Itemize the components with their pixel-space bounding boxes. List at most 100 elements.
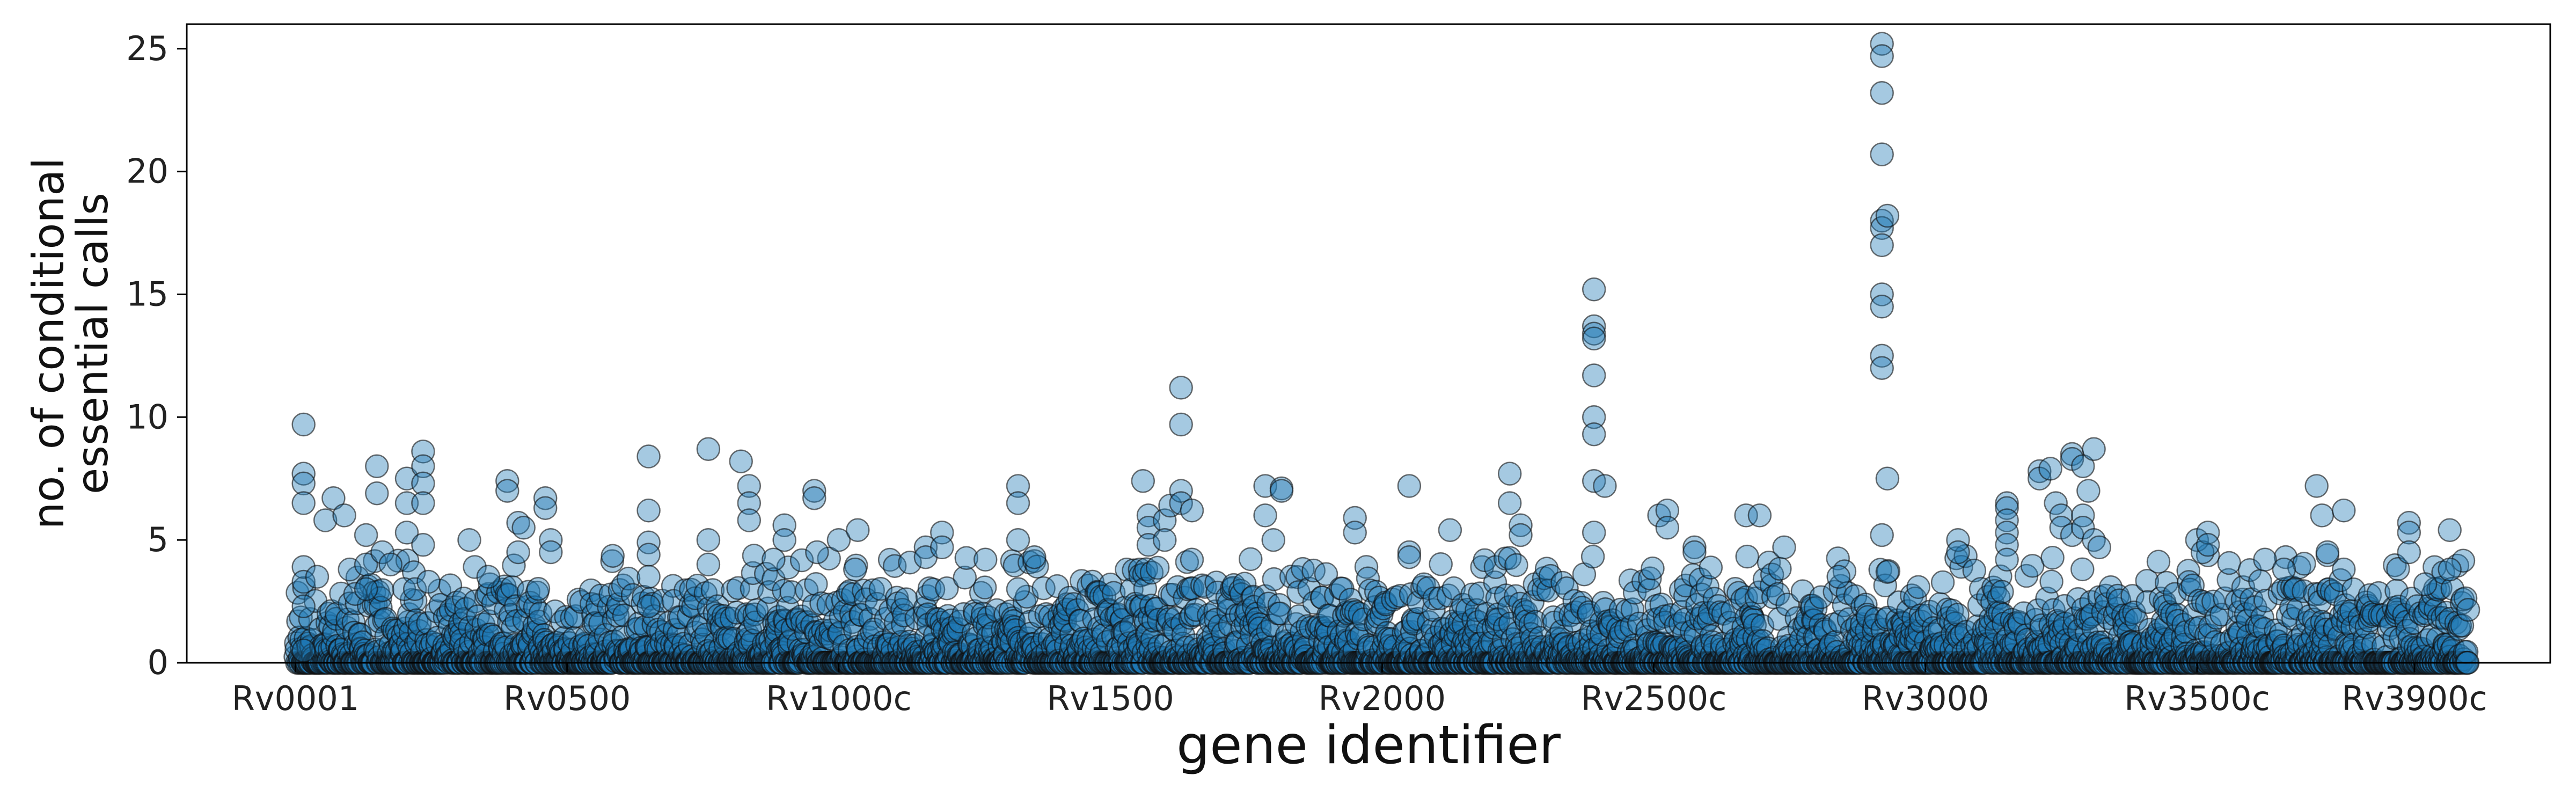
x-tick-label: Rv3000: [1862, 679, 1989, 718]
data-point: [1870, 356, 1894, 380]
data-point: [1990, 580, 2014, 604]
data-point: [305, 565, 330, 589]
data-point: [506, 540, 530, 565]
data-point: [1509, 523, 1533, 547]
data-point: [640, 591, 664, 616]
data-point: [511, 516, 536, 540]
data-point: [1772, 535, 1796, 560]
data-point: [1582, 363, 1606, 387]
points-layer: [283, 32, 2480, 675]
data-point: [533, 496, 558, 520]
y-tick-label: 5: [148, 520, 169, 559]
data-point: [2076, 479, 2101, 503]
data-point: [1397, 545, 1422, 569]
y-tick-label: 10: [126, 397, 169, 436]
data-point: [1580, 544, 1605, 569]
data-point: [2332, 557, 2356, 582]
data-point: [1131, 469, 1155, 493]
data-point: [1826, 565, 1850, 589]
data-point: [1180, 547, 1204, 572]
data-point: [495, 479, 519, 503]
data-point: [636, 594, 661, 618]
data-point: [1497, 462, 1522, 486]
data-point: [2315, 540, 2340, 565]
data-point: [1875, 560, 1900, 584]
data-point: [846, 518, 870, 543]
data-point: [772, 528, 796, 552]
data-point: [291, 638, 316, 663]
data-point: [354, 577, 378, 601]
data-point: [1497, 491, 1522, 515]
y-axis-label-line-2: essential calls: [68, 193, 118, 494]
data-point: [1870, 233, 1894, 258]
data-point: [411, 491, 435, 515]
data-point: [1995, 547, 2019, 572]
data-point: [476, 565, 501, 589]
data-point: [1169, 376, 1193, 400]
data-point: [286, 581, 310, 605]
data-point: [1582, 521, 1606, 545]
data-point: [2272, 557, 2296, 582]
data-point: [526, 577, 551, 601]
data-point: [1930, 570, 1955, 595]
data-point: [2038, 457, 2062, 481]
data-point: [291, 594, 316, 618]
data-point: [354, 523, 378, 547]
data-point: [291, 491, 316, 515]
y-tick-label: 20: [126, 152, 169, 191]
data-point: [1582, 422, 1606, 447]
data-point: [2397, 540, 2421, 565]
data-point: [601, 544, 625, 568]
y-tick-label: 0: [148, 643, 169, 682]
data-point: [1253, 503, 1277, 528]
data-point: [636, 444, 661, 469]
data-point: [696, 528, 721, 552]
data-point: [502, 553, 526, 577]
data-point: [696, 437, 721, 462]
data-point: [1870, 523, 1894, 547]
data-point: [2020, 554, 2045, 578]
data-point: [1768, 557, 1792, 581]
data-point: [1022, 545, 1046, 569]
data-point: [930, 535, 954, 560]
data-point: [365, 454, 389, 479]
x-tick-label: Rv0500: [503, 679, 631, 718]
data-point: [2039, 569, 2063, 594]
y-tick-label: 15: [126, 274, 169, 313]
data-point: [1169, 412, 1193, 437]
data-point: [843, 557, 867, 582]
data-point: [2456, 598, 2480, 622]
data-point: [1343, 521, 1367, 545]
data-point: [457, 528, 481, 552]
data-point: [1269, 479, 1294, 503]
data-point: [1870, 44, 1894, 68]
data-point: [477, 609, 501, 633]
data-point: [2332, 498, 2356, 523]
y-axis-label-line-1: no. of conditional: [24, 158, 74, 530]
data-point: [600, 549, 624, 573]
data-point: [2413, 572, 2438, 596]
x-axis-label: gene identifier: [1176, 715, 1561, 776]
data-point: [1006, 528, 1030, 552]
data-point: [2196, 533, 2220, 557]
data-point: [729, 449, 753, 473]
x-tick-label: Rv1000c: [766, 679, 912, 718]
data-point: [636, 543, 661, 567]
data-point: [1655, 516, 1680, 540]
data-point: [416, 569, 441, 594]
data-point: [1682, 540, 1707, 565]
data-point: [805, 540, 829, 565]
x-tick-label: Rv0001: [232, 679, 360, 718]
data-point: [737, 508, 762, 532]
data-point: [1582, 277, 1606, 302]
data-point: [1438, 518, 1462, 543]
data-point: [2438, 518, 2462, 543]
data-point: [1582, 326, 1606, 351]
data-point: [2146, 550, 2171, 574]
data-point: [2087, 535, 2111, 560]
x-tick-label: Rv3500c: [2124, 679, 2270, 718]
data-point: [1180, 498, 1204, 523]
data-point: [2310, 503, 2334, 528]
data-point: [365, 481, 389, 506]
